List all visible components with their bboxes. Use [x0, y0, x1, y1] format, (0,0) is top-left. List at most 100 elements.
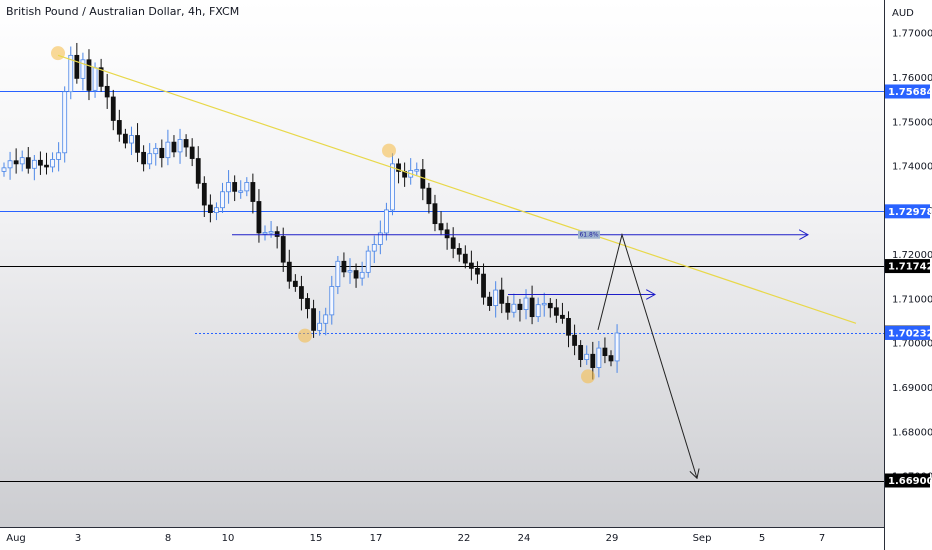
candle	[104, 73, 110, 109]
candle-body	[566, 318, 571, 336]
candle-body	[268, 231, 274, 234]
candle	[286, 249, 292, 289]
candle	[323, 307, 329, 336]
price-tag-text: 1.66900	[888, 476, 932, 487]
candle-body	[584, 353, 590, 360]
candle-body	[462, 253, 468, 264]
candle-body	[456, 248, 462, 255]
candle-body	[535, 304, 541, 318]
trend-line	[57, 54, 857, 324]
price-tick-label: 1.70000	[892, 339, 932, 350]
candle	[456, 243, 462, 262]
candle	[608, 350, 614, 367]
candle	[123, 128, 128, 149]
candle	[493, 281, 499, 318]
date-tick-label: 10	[222, 533, 235, 544]
candle-body	[578, 345, 584, 360]
candle	[165, 129, 171, 166]
candle	[44, 152, 49, 175]
swing-point-marker	[51, 46, 65, 61]
candle-body	[250, 182, 256, 202]
candle-body	[116, 120, 122, 135]
candle	[602, 337, 608, 364]
candle-body	[572, 334, 577, 346]
candle	[420, 158, 426, 201]
candle-body	[505, 302, 511, 313]
candle	[214, 202, 219, 221]
candle-body	[25, 157, 31, 169]
candle	[584, 345, 590, 365]
candle	[232, 175, 238, 202]
candle	[153, 143, 159, 166]
candle	[541, 292, 547, 317]
candles-layer	[1, 42, 620, 380]
price-tag-text: 1.72978	[888, 207, 932, 218]
candle	[305, 293, 310, 319]
candle-body	[541, 302, 547, 306]
candle	[50, 152, 55, 173]
price-tag: 1.70232	[885, 325, 932, 340]
candle-body	[468, 262, 474, 269]
horizontal-lines-layer	[0, 91, 884, 482]
candle-body	[286, 261, 292, 282]
candle	[201, 176, 207, 217]
candle	[560, 302, 565, 324]
date-tick-label: 22	[458, 533, 471, 544]
candle	[7, 151, 13, 180]
price-axis-layer: AUD1.770001.760001.750001.740001.730001.…	[884, 0, 932, 550]
candle	[274, 226, 280, 249]
candle	[177, 128, 183, 164]
candle-body	[183, 139, 189, 148]
candle	[19, 150, 25, 172]
candle-body	[165, 141, 171, 159]
candle-body	[560, 314, 565, 319]
candle	[299, 275, 304, 311]
candle-body	[547, 302, 553, 309]
candle-body	[292, 280, 298, 287]
candle-body	[608, 355, 614, 362]
candle-body	[365, 250, 371, 273]
candle	[256, 189, 262, 243]
candle	[62, 86, 68, 163]
candle	[110, 89, 116, 131]
candle	[86, 49, 92, 101]
price-tag-text: 1.70232	[888, 328, 932, 339]
price-tick-label: 1.68000	[892, 427, 932, 438]
candle-body	[244, 182, 250, 192]
price-tick-label: 1.71000	[892, 294, 932, 305]
candle	[311, 299, 316, 338]
candle	[566, 311, 571, 348]
candle-body	[153, 147, 159, 155]
candle-body	[377, 232, 383, 245]
candle-body	[274, 231, 280, 237]
candle-body	[517, 303, 523, 310]
candle-body	[50, 159, 55, 168]
candle	[371, 235, 377, 264]
candle	[250, 173, 256, 214]
candle-body	[159, 147, 165, 159]
candle-body	[596, 347, 602, 368]
candle	[438, 211, 444, 236]
date-tick-label: 29	[606, 533, 619, 544]
candle	[244, 177, 250, 197]
price-tag: 1.66900	[885, 473, 932, 488]
candle-body	[214, 207, 219, 213]
price-tag-text: 1.71742	[888, 262, 932, 273]
price-tick-label: 1.74000	[892, 162, 932, 173]
candle-body	[62, 91, 68, 154]
candle	[353, 263, 359, 288]
candle-body	[19, 157, 25, 165]
candle-body	[414, 169, 420, 172]
candle-body	[487, 296, 493, 306]
price-tag-bg	[885, 204, 930, 219]
swing-point-marker	[382, 143, 396, 158]
candle	[74, 42, 80, 84]
candle	[68, 46, 74, 100]
candle-body	[317, 322, 323, 331]
candle	[347, 258, 353, 284]
candle	[444, 222, 450, 250]
fib-label-box	[578, 230, 600, 239]
candle-body	[444, 229, 450, 239]
